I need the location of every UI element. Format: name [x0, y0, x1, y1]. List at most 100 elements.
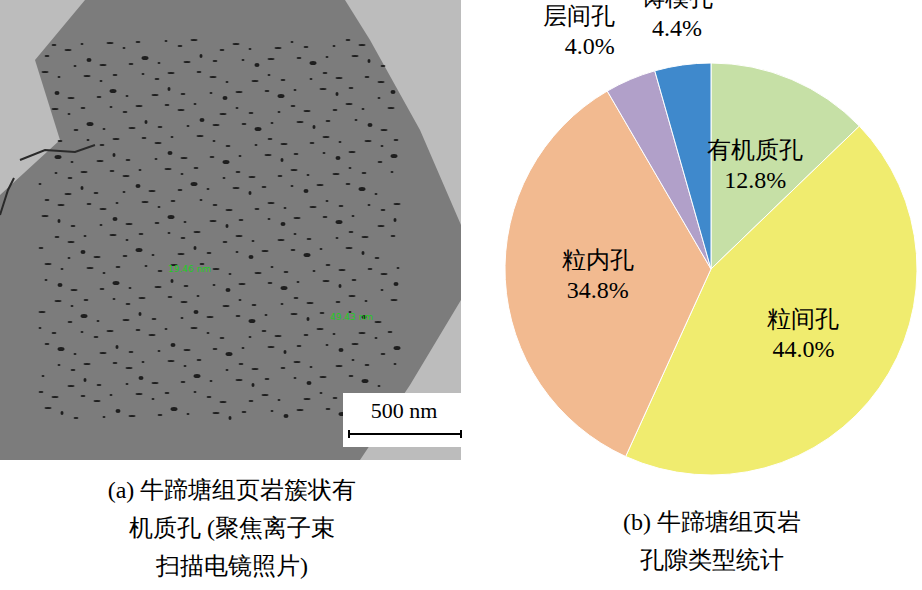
sem-background	[0, 0, 461, 460]
slice-value-label: 44.0%	[772, 336, 834, 362]
sem-pore	[171, 343, 176, 347]
panel-caption: (a) 牛蹄塘组页岩簇状有	[108, 477, 357, 503]
sem-pore	[58, 76, 61, 78]
sem-pore	[129, 351, 134, 353]
sem-pore	[39, 391, 44, 393]
sem-pore	[171, 200, 176, 202]
sem-crack	[0, 178, 14, 215]
sem-pore	[129, 287, 132, 289]
sem-pore	[152, 318, 157, 320]
sem-pore	[55, 172, 58, 174]
sem-pore	[378, 81, 385, 83]
sem-pore	[113, 281, 120, 285]
sem-pore	[165, 392, 170, 394]
sem-pore	[142, 137, 147, 139]
sem-pore	[349, 295, 356, 297]
sem-pore	[87, 139, 90, 141]
sem-pore	[129, 415, 136, 417]
sem-pore	[110, 89, 117, 93]
sem-pore	[136, 105, 143, 107]
sem-pore	[100, 144, 105, 146]
sem-pore	[45, 199, 50, 201]
sem-pore	[158, 62, 161, 64]
sem-pore	[323, 136, 330, 138]
sem-pore	[249, 191, 252, 195]
sem-pore	[307, 174, 310, 176]
sem-pore	[304, 334, 309, 336]
sem-pore	[81, 250, 86, 254]
slice-category-label: 有机质孔	[707, 137, 803, 163]
sem-pore	[136, 393, 143, 395]
sem-pore	[268, 218, 271, 220]
sem-pore	[310, 366, 313, 368]
sem-pore	[310, 142, 315, 144]
sem-pore	[207, 332, 210, 334]
sem-pore	[94, 256, 101, 258]
sem-pore	[81, 186, 84, 190]
sem-pore	[333, 45, 336, 47]
sem-pore	[223, 96, 228, 100]
sem-pore	[349, 151, 356, 153]
sem-pore	[68, 113, 71, 115]
sem-pore	[200, 118, 205, 122]
sem-pore	[184, 61, 191, 63]
sem-pore	[271, 122, 274, 124]
sem-pore	[368, 123, 373, 127]
sem-pore	[336, 237, 339, 239]
sem-pore	[291, 249, 296, 251]
sem-pore	[326, 408, 331, 410]
slice-category-label: 层间孔	[543, 3, 615, 29]
sem-pore	[136, 41, 141, 43]
sem-pore	[207, 188, 210, 190]
sem-pore	[220, 49, 225, 51]
sem-pore	[294, 297, 299, 299]
sem-pore	[45, 279, 48, 281]
sem-pore	[220, 401, 227, 403]
sem-pore	[339, 269, 346, 271]
sem-pore	[207, 396, 212, 398]
sem-pore	[126, 159, 131, 161]
sem-pore	[113, 217, 118, 221]
sem-pore	[100, 224, 103, 226]
sem-pore	[100, 208, 107, 210]
sem-pore	[139, 312, 142, 316]
sem-pore	[255, 144, 258, 146]
sem-pore	[155, 142, 162, 144]
sem-pore	[158, 350, 161, 352]
sem-pore	[320, 312, 325, 314]
sem-pore	[346, 39, 351, 41]
sem-pore	[304, 110, 311, 112]
sem-pore	[326, 56, 329, 58]
sem-pore	[284, 350, 287, 354]
sem-pore	[97, 320, 100, 322]
sem-pore	[239, 155, 242, 157]
sem-pore	[320, 392, 323, 394]
sem-pore	[268, 138, 273, 140]
sem-pore	[168, 232, 171, 234]
sem-pore	[375, 337, 378, 339]
sem-pore	[368, 204, 371, 206]
chart-title: (b) 牛蹄塘组页岩	[623, 509, 801, 535]
sem-pore	[291, 41, 294, 43]
sem-pore	[355, 119, 358, 121]
sem-pore	[191, 39, 198, 41]
slice-category-label: 铸模孔	[640, 0, 713, 11]
sem-pore	[100, 80, 103, 82]
sem-pore	[233, 43, 240, 45]
sem-pore	[242, 347, 245, 349]
sem-pore	[100, 288, 105, 290]
sem-pore	[391, 154, 398, 158]
sem-pore	[184, 365, 187, 367]
sem-pore	[304, 46, 309, 48]
sem-pore	[126, 303, 131, 305]
sem-pore	[65, 193, 72, 195]
sem-pore	[213, 60, 218, 62]
sem-pore	[249, 336, 252, 338]
sem-pore	[74, 417, 79, 419]
sem-pore	[194, 310, 199, 314]
sem-pore	[352, 279, 357, 281]
sem-pore	[313, 270, 316, 272]
sem-pore	[336, 156, 341, 160]
sem-pore	[223, 177, 226, 179]
sem-panel: 19.46 nm49.43 nm500 nm	[0, 0, 465, 460]
